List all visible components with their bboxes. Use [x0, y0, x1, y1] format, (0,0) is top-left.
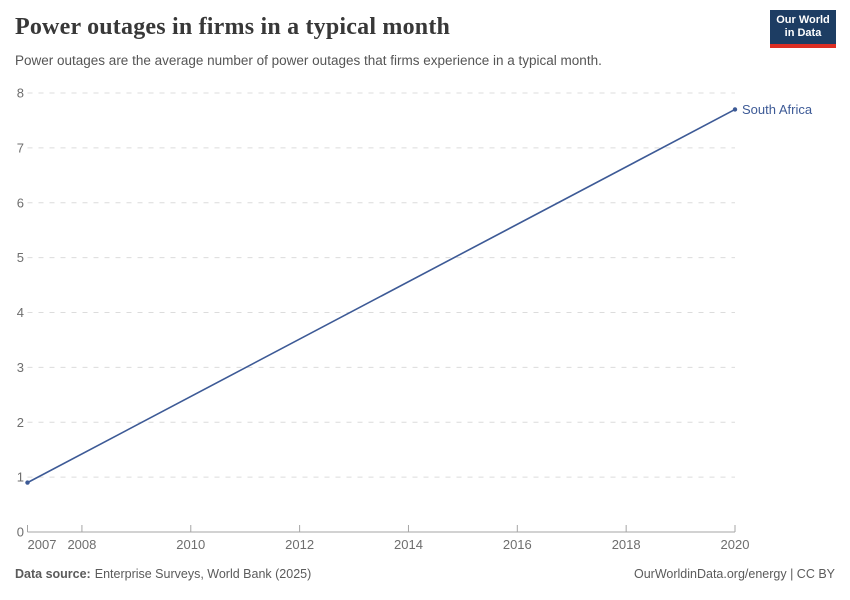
x-tick-label-2010: 2010 — [176, 537, 205, 552]
x-tick-label-2008: 2008 — [67, 537, 96, 552]
y-tick-label-5: 5 — [17, 250, 24, 265]
x-tick-label-2007: 2007 — [28, 537, 57, 552]
data-source-value: Enterprise Surveys, World Bank (2025) — [94, 567, 312, 581]
x-tick-label-2014: 2014 — [394, 537, 423, 552]
owid-logo-line2: in Data — [784, 27, 822, 39]
owid-logo-line1: Our World — [776, 14, 830, 26]
series-label-south-africa[interactable]: South Africa — [742, 102, 813, 117]
y-tick-label-2: 2 — [17, 415, 24, 430]
data-point-2007[interactable] — [25, 480, 30, 485]
data-point-2020[interactable] — [732, 107, 738, 112]
x-tick-label-2020: 2020 — [721, 537, 750, 552]
page-title: Power outages in firms in a typical mont… — [15, 14, 451, 40]
y-tick-label-6: 6 — [17, 195, 24, 210]
owid-logo[interactable]: Our World in Data — [770, 10, 836, 48]
y-tick-label-4: 4 — [17, 305, 24, 320]
data-source-label: Data source: — [15, 567, 91, 581]
y-tick-label-8: 8 — [17, 86, 24, 101]
credit-link[interactable]: OurWorldinData.org/energy | CC BY — [633, 567, 835, 581]
chart-subtitle: Power outages are the average number of … — [15, 53, 602, 68]
data-source: Data source: Enterprise Surveys, World Ba… — [15, 567, 311, 581]
y-tick-label-0: 0 — [17, 525, 24, 540]
y-tick-label-1: 1 — [17, 470, 24, 485]
chart-footer: Data source: Enterprise Surveys, World Ba… — [15, 567, 835, 581]
y-tick-label-3: 3 — [17, 360, 24, 375]
series-line-south-africa[interactable] — [27, 108, 736, 484]
x-tick-label-2012: 2012 — [285, 537, 314, 552]
x-tick-label-2018: 2018 — [612, 537, 641, 552]
y-tick-label-7: 7 — [17, 140, 24, 155]
x-tick-label-2016: 2016 — [503, 537, 532, 552]
